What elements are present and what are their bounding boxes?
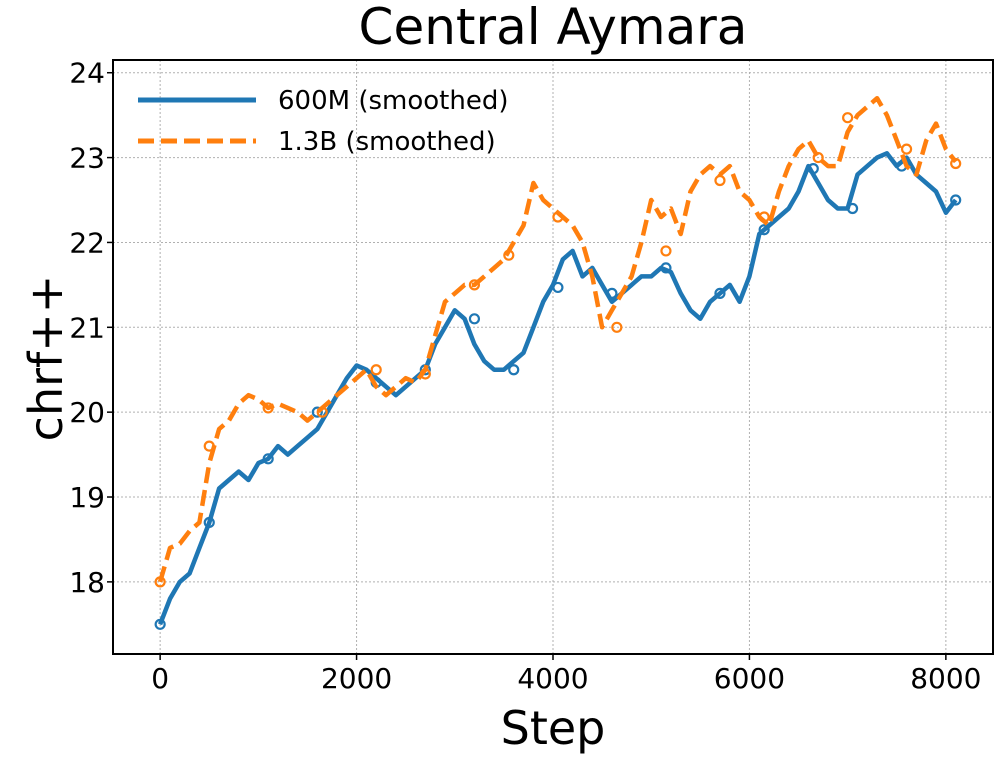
x-tick-label: 8000: [910, 662, 981, 695]
series-0-marker: [714, 287, 726, 299]
series-1-marker: [316, 406, 328, 418]
y-tick-label: 22: [69, 226, 105, 259]
series-1-marker: [660, 245, 672, 257]
x-tick-label: 0: [151, 662, 169, 695]
series-0-marker: [846, 202, 859, 215]
series-line-1: [157, 95, 958, 583]
series-1-marker: [758, 211, 770, 223]
series-1-marker: [154, 576, 166, 588]
series-0-marker: [468, 313, 481, 325]
gridlines: [113, 60, 993, 654]
chart-title: Central Aymara: [359, 0, 748, 56]
series-1-marker: [468, 279, 481, 291]
x-tick-label: 4000: [517, 662, 588, 695]
series-1-marker: [812, 151, 824, 164]
series-0-marker: [203, 516, 215, 529]
series-1-marker: [552, 211, 564, 223]
series-layer: [154, 95, 962, 630]
x-tick-label: 2000: [321, 662, 392, 695]
series-0-marker: [552, 281, 564, 294]
series-line-0: [158, 151, 958, 626]
legend-label-1.3b: 1.3B (smoothed): [278, 127, 496, 157]
series-0-marker: [660, 262, 672, 274]
series-1-marker: [503, 249, 515, 261]
y-tick-label: 20: [69, 396, 105, 429]
series-1-marker: [203, 440, 215, 452]
x-tick-label: 6000: [714, 662, 785, 695]
legend: 600M (smoothed) 1.3B (smoothed): [138, 86, 508, 157]
series-0-marker: [950, 194, 962, 206]
series-0-marker: [758, 224, 770, 236]
series-1-marker: [611, 321, 623, 333]
series-1-marker: [370, 364, 382, 376]
series-0-marker: [154, 618, 166, 630]
series-1-marker: [714, 174, 726, 187]
series-0-marker: [807, 163, 819, 175]
series-1-marker: [900, 143, 913, 155]
y-tick-label: 21: [69, 311, 105, 344]
series-0-marker: [262, 453, 274, 465]
series-0-marker: [508, 364, 520, 376]
y-axis-title: chrf++: [19, 275, 73, 442]
series-1-marker: [262, 402, 274, 414]
series-1-marker: [842, 112, 854, 124]
series-1-marker: [419, 368, 431, 380]
series-0-marker: [606, 287, 618, 299]
x-axis-title: Step: [501, 701, 606, 755]
axis-ticks: 0 2000 4000 6000 8000 18 19 20 21 22 23 24: [69, 57, 981, 695]
legend-label-600m: 600M (smoothed): [278, 86, 508, 116]
series-1-marker: [950, 157, 962, 170]
y-tick-label: 18: [69, 566, 105, 599]
y-tick-label: 24: [69, 57, 105, 90]
y-tick-label: 23: [69, 142, 105, 175]
series-0-marker: [311, 406, 323, 418]
y-tick-label: 19: [69, 481, 105, 514]
